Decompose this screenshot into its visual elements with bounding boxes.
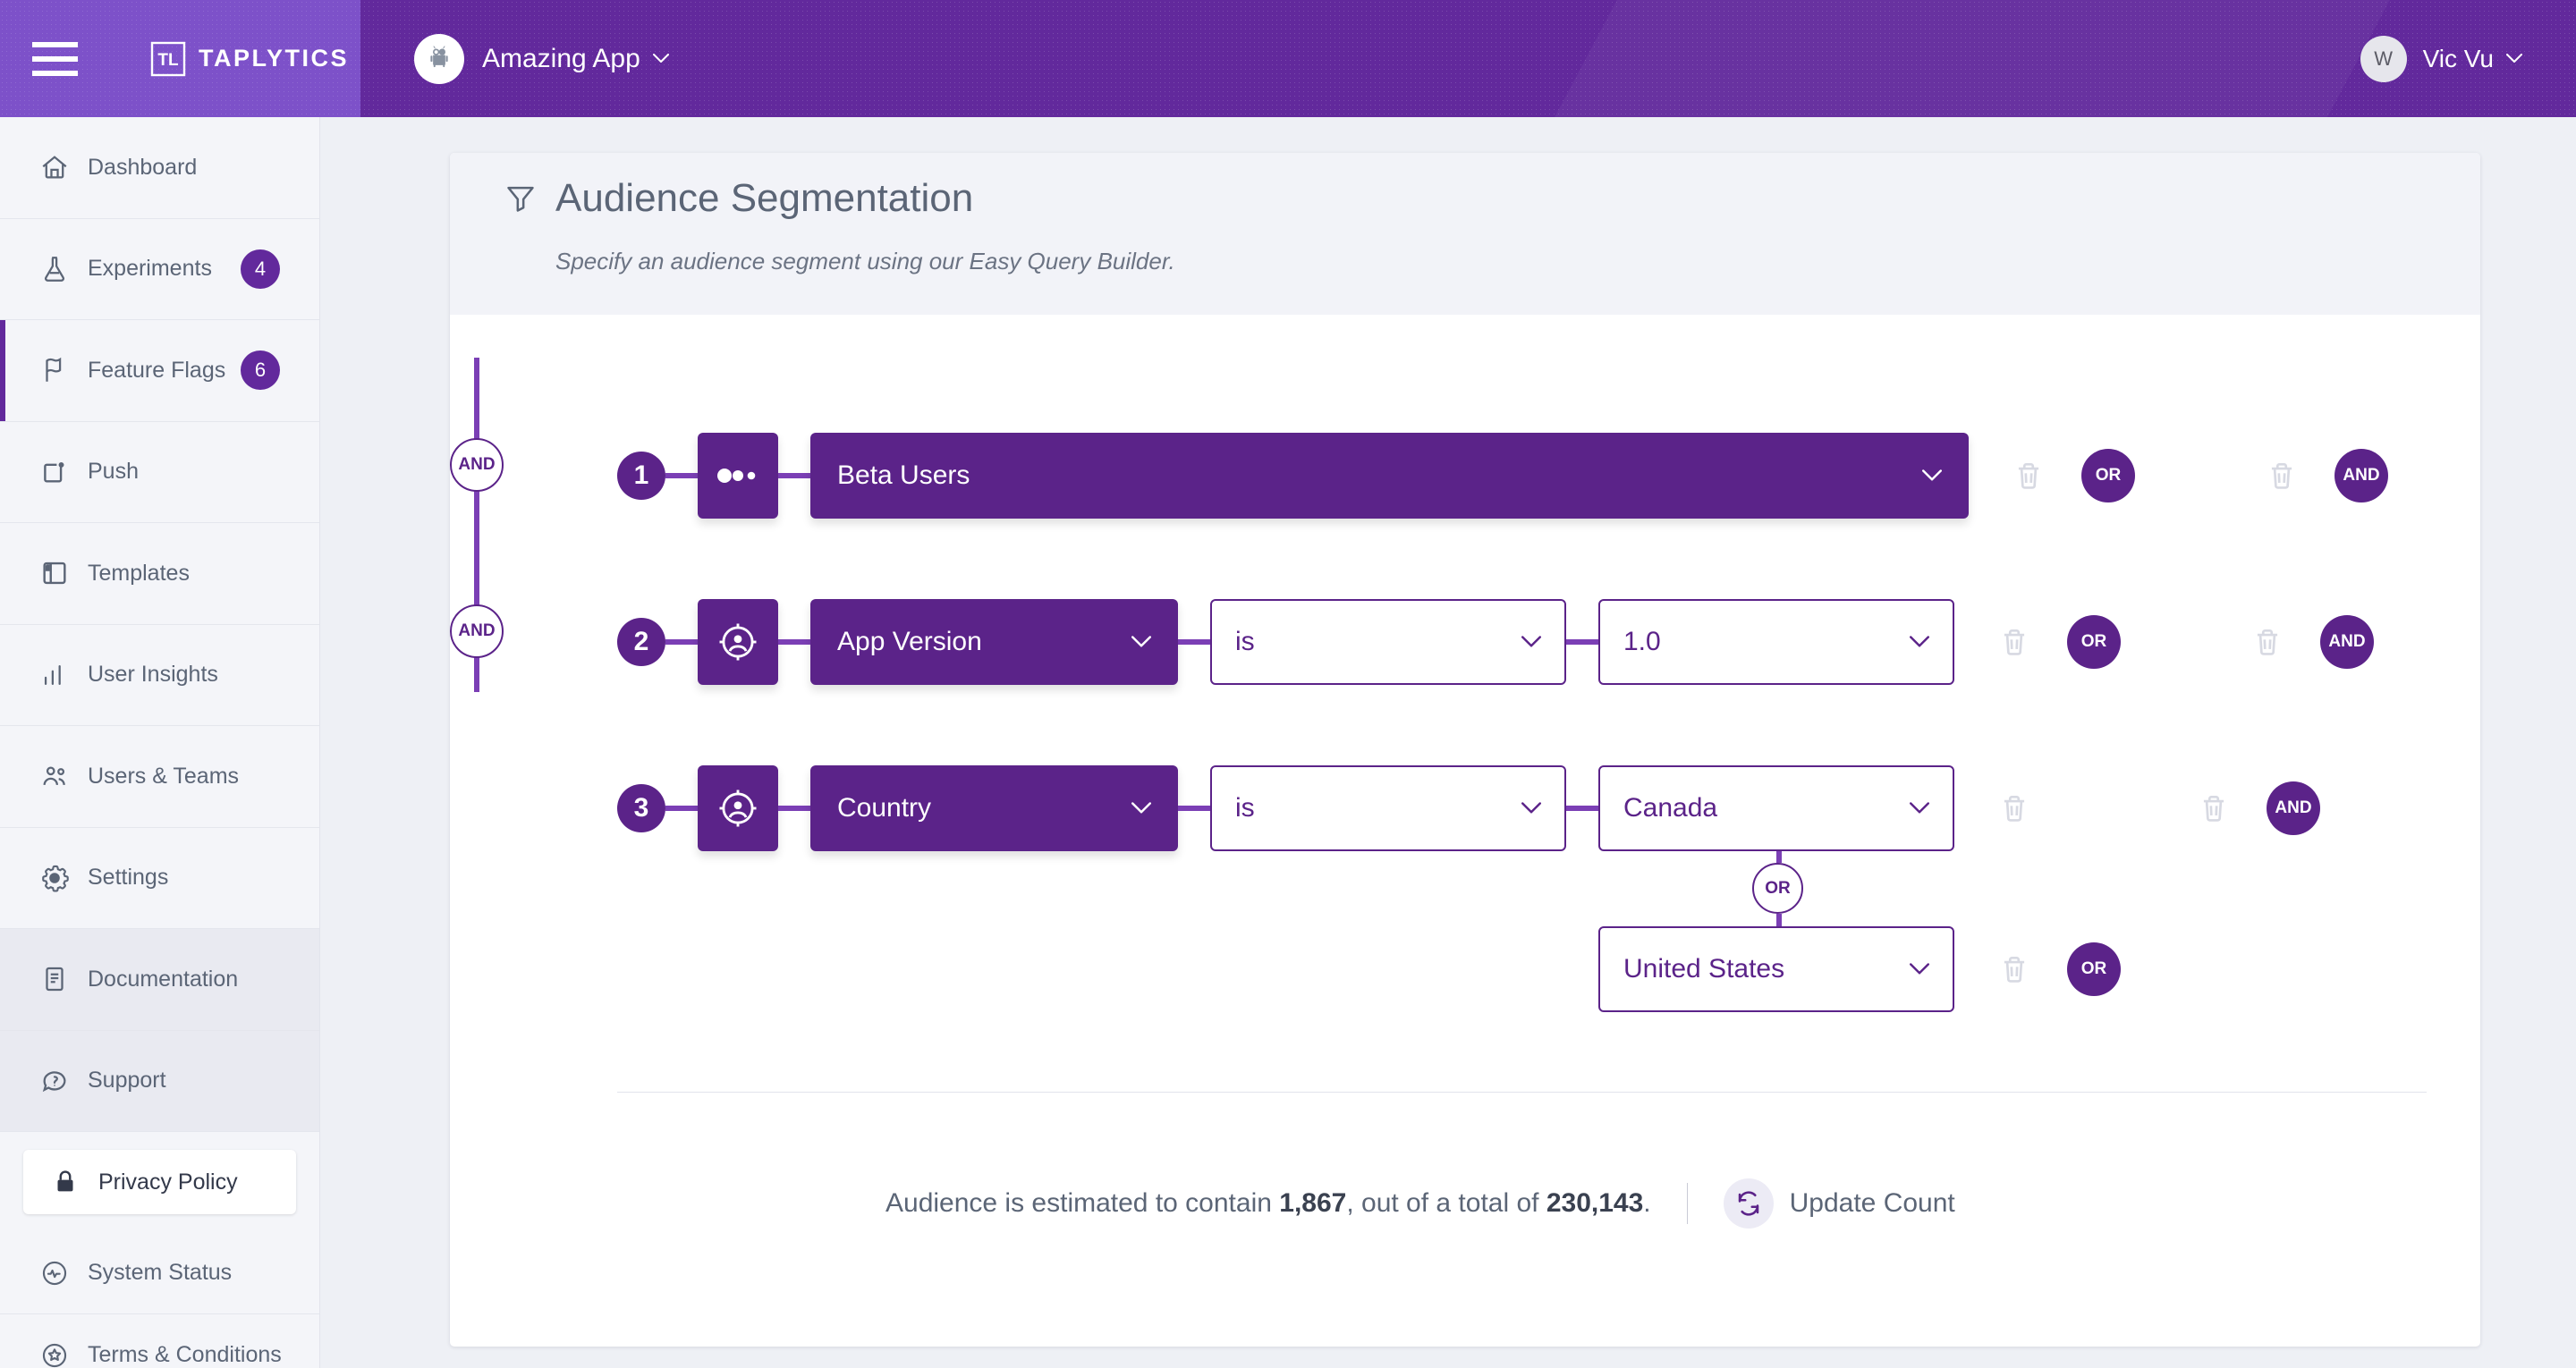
svg-text:TL: TL [157,51,179,70]
